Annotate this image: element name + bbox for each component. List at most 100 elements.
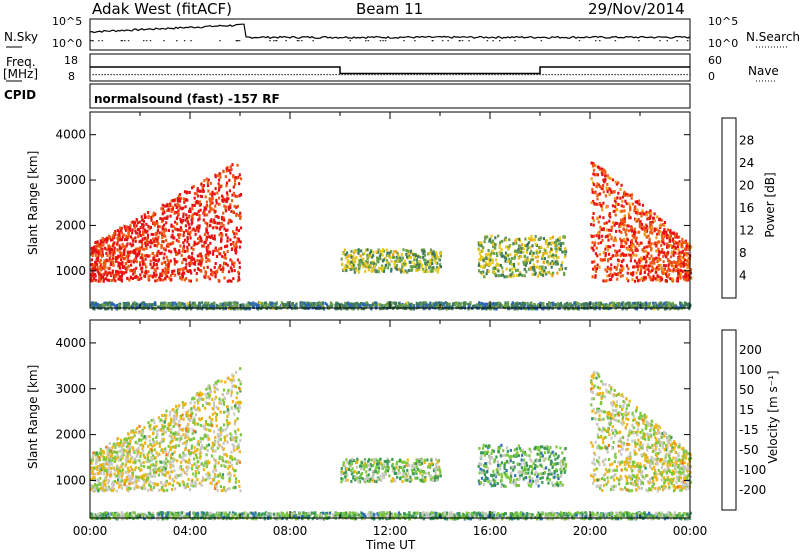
power-cell: [182, 247, 185, 251]
power-cell: [212, 305, 215, 309]
nsearch-point: [578, 40, 581, 42]
velocity-cell: [223, 452, 226, 456]
power-cell: [144, 257, 147, 261]
power-cell: [384, 263, 387, 267]
power-cell: [118, 275, 121, 279]
power-cell: [161, 207, 165, 211]
power-cell: [499, 252, 502, 256]
velocity-cell: [145, 435, 148, 439]
power-cell: [238, 194, 241, 198]
velocity-cell: [220, 445, 223, 449]
power-cell: [161, 212, 164, 216]
power-cell: [482, 266, 485, 270]
power-cell: [479, 255, 483, 259]
power-cell: [220, 237, 223, 241]
power-cell: [560, 303, 563, 307]
power-cell: [90, 279, 93, 283]
nave-point: [179, 74, 181, 76]
power-cell: [169, 214, 172, 218]
power-cell: [138, 228, 141, 232]
power-cell: [371, 261, 374, 265]
power-cell: [632, 242, 635, 246]
power-cell: [530, 258, 533, 262]
power-cell: [203, 240, 206, 244]
power-cell: [152, 258, 155, 262]
cpid-frame: [89, 83, 691, 109]
power-cell: [139, 302, 142, 306]
velocity-cell: [153, 471, 156, 475]
power-cell: [672, 260, 675, 264]
power-cell: [548, 250, 551, 254]
power-cell: [200, 182, 203, 186]
power-cell: [389, 250, 393, 254]
power-cell: [430, 304, 433, 308]
power-cell: [380, 269, 384, 273]
nave-point: [569, 74, 571, 76]
power-cell: [90, 301, 94, 305]
power-cell: [299, 304, 302, 308]
power-cell: [191, 257, 194, 261]
power-cell: [117, 238, 120, 242]
power-cell: [665, 255, 668, 259]
power-cell: [629, 208, 632, 212]
power-cell: [485, 272, 488, 276]
power-cell: [661, 270, 664, 274]
power-cell: [618, 249, 621, 253]
power-cell: [535, 251, 538, 255]
power-cell: [153, 254, 156, 258]
power-cell: [165, 263, 168, 267]
power-cell: [619, 237, 622, 241]
velocity-cell: [224, 489, 228, 493]
power-cell: [127, 302, 130, 306]
velocity-cell: [164, 417, 167, 421]
power-cell: [631, 278, 634, 281]
power-cell: [187, 270, 190, 274]
velocity-cell: [120, 486, 123, 490]
power-cell: [590, 246, 593, 250]
power-cell: [657, 275, 660, 279]
power-cell: [423, 250, 426, 254]
power-cell: [542, 303, 545, 307]
power-cell: [556, 256, 559, 260]
power-cell: [609, 188, 612, 192]
power-cell: [377, 270, 380, 274]
power-cell: [252, 305, 255, 309]
power-cell: [384, 265, 387, 269]
nave-point: [515, 74, 517, 76]
power-cell: [604, 279, 607, 283]
power-cell: [558, 236, 561, 240]
nave-point: [551, 74, 553, 76]
power-cell: [237, 270, 240, 274]
power-cell: [625, 264, 629, 268]
power-cell: [205, 230, 208, 234]
power-cell: [181, 275, 184, 279]
power-cell: [633, 233, 636, 237]
power-cell: [590, 223, 593, 226]
power-cell: [397, 267, 401, 271]
nave-point: [404, 74, 406, 76]
power-cell: [417, 255, 420, 259]
velocity-cell: [217, 438, 220, 442]
power-cell: [380, 264, 384, 268]
power-cell: [616, 277, 619, 281]
power-cell: [652, 307, 655, 311]
power-cell: [98, 243, 101, 247]
power-cell: [134, 239, 137, 243]
power-cell: [668, 238, 671, 242]
power-cell: [163, 303, 166, 307]
power-cell: [123, 265, 126, 269]
nsearch-point: [98, 40, 100, 42]
power-cell: [211, 226, 215, 230]
power-cell: [380, 304, 383, 308]
power-cell: [508, 261, 512, 265]
power-cell: [496, 254, 499, 258]
power-cell: [493, 245, 496, 249]
velocity-cell: [219, 437, 222, 441]
power-cell: [685, 244, 688, 248]
nave-point: [191, 74, 193, 76]
power-cell: [163, 230, 166, 234]
power-cell: [352, 251, 356, 255]
power-cell: [118, 233, 121, 237]
power-cell: [350, 267, 353, 271]
nsearch-point: [614, 40, 617, 42]
